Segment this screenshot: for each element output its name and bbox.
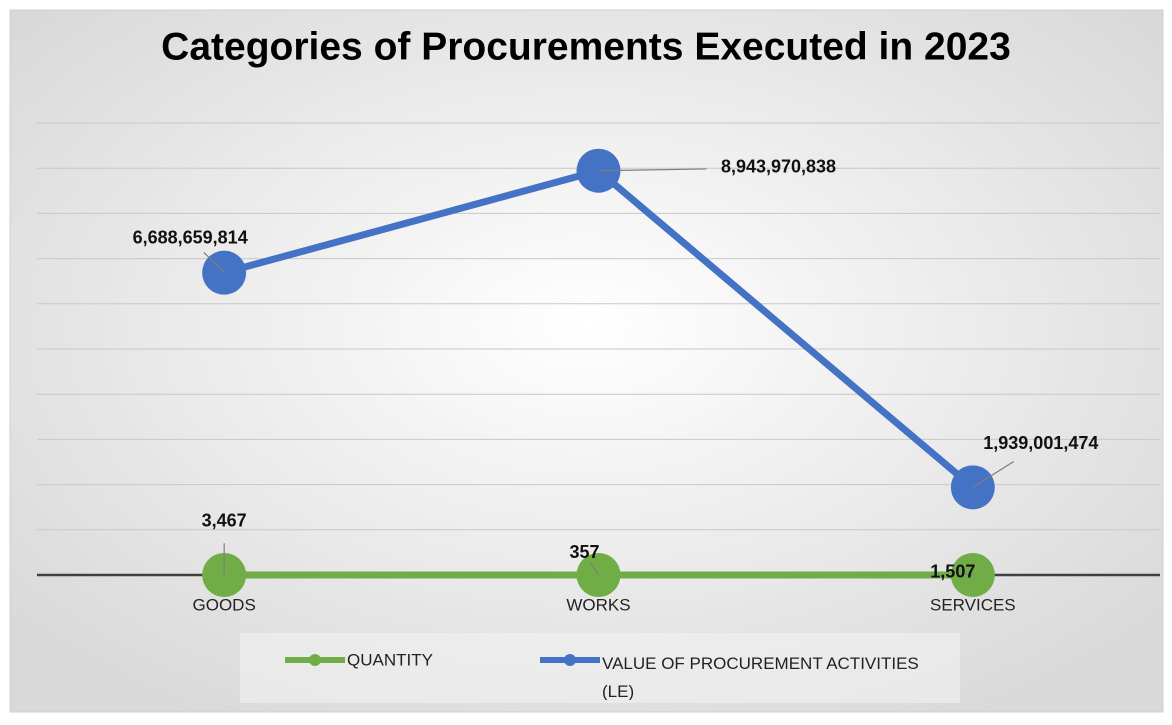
legend-label-box: VALUE OF PROCUREMENT ACTIVITIES (LE) (602, 650, 942, 700)
legend-marker (309, 654, 321, 666)
data-label: 1,507 (930, 562, 975, 582)
x-tick-label: WORKS (566, 595, 630, 614)
data-label: 8,943,970,838 (721, 156, 836, 176)
x-tick-label: GOODS (193, 595, 256, 614)
legend-label: QUANTITY (347, 650, 433, 669)
x-tick-label: SERVICES (930, 595, 1016, 614)
data-label: 357 (569, 542, 599, 562)
legend-marker (564, 654, 576, 666)
data-label: 6,688,659,814 (133, 227, 248, 247)
data-label: 1,939,001,474 (983, 433, 1098, 453)
chart-title: Categories of Procurements Executed in 2… (161, 25, 1011, 68)
legend-label: VALUE OF PROCUREMENT ACTIVITIES (LE) (602, 650, 942, 700)
data-label: 3,467 (202, 511, 247, 531)
